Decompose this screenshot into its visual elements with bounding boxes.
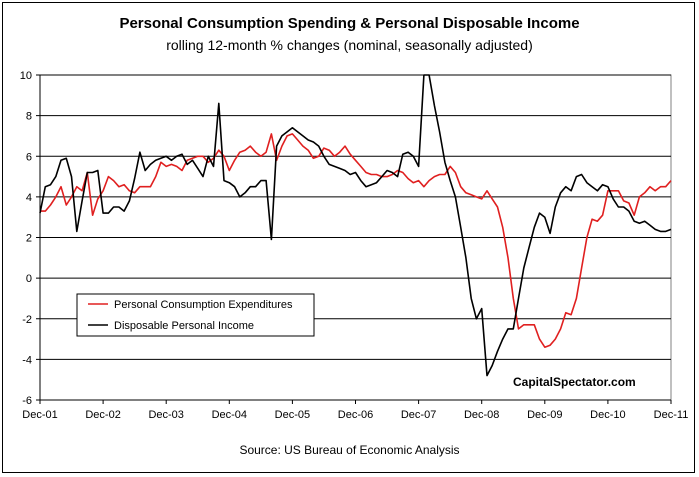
x-tick-label: Dec-02 (85, 409, 120, 421)
x-tick-label: Dec-09 (527, 409, 562, 421)
y-tick-label: 6 (26, 151, 32, 163)
chart-source: Source: US Bureau of Economic Analysis (239, 443, 460, 457)
y-tick-label: 8 (26, 111, 32, 123)
x-tick-label: Dec-07 (401, 409, 436, 421)
y-tick-label: 0 (26, 273, 32, 285)
x-tick-label: Dec-01 (22, 409, 57, 421)
y-tick-label: -2 (22, 314, 32, 326)
legend-label-pce: Personal Consumption Expenditures (114, 299, 293, 311)
legend: Personal Consumption Expenditures Dispos… (76, 293, 315, 337)
legend-label-dpi: Disposable Personal Income (114, 320, 254, 332)
x-tick-label: Dec-05 (275, 409, 310, 421)
y-tick-label: -4 (22, 354, 32, 366)
legend-box (76, 293, 315, 337)
x-tick-label: Dec-10 (590, 409, 625, 421)
series-lines (39, 74, 672, 377)
series-line-dpi (39, 74, 672, 377)
x-tick-label: Dec-08 (464, 409, 499, 421)
x-tick-label: Dec-06 (338, 409, 373, 421)
chart-subtitle: rolling 12-month % changes (nominal, sea… (166, 37, 533, 53)
axes: -6 -4 -2 0 2 4 6 8 10 Dec-01 Dec-02 Dec-03 Dec-04 Dec… (20, 70, 689, 421)
x-tick-label: Dec-03 (148, 409, 183, 421)
y-tick-label: -6 (22, 395, 32, 407)
y-tick-label: 10 (20, 70, 32, 82)
watermark-text: CapitalSpectator.com (513, 375, 636, 389)
series-line-pce (40, 133, 672, 349)
x-tick-label: Dec-04 (212, 409, 247, 421)
y-tick-label: 2 (26, 233, 32, 245)
x-tick-label: Dec-11 (654, 409, 689, 421)
y-tick-label: 4 (26, 192, 32, 204)
chart-title: Personal Consumption Spending & Personal… (119, 15, 580, 32)
